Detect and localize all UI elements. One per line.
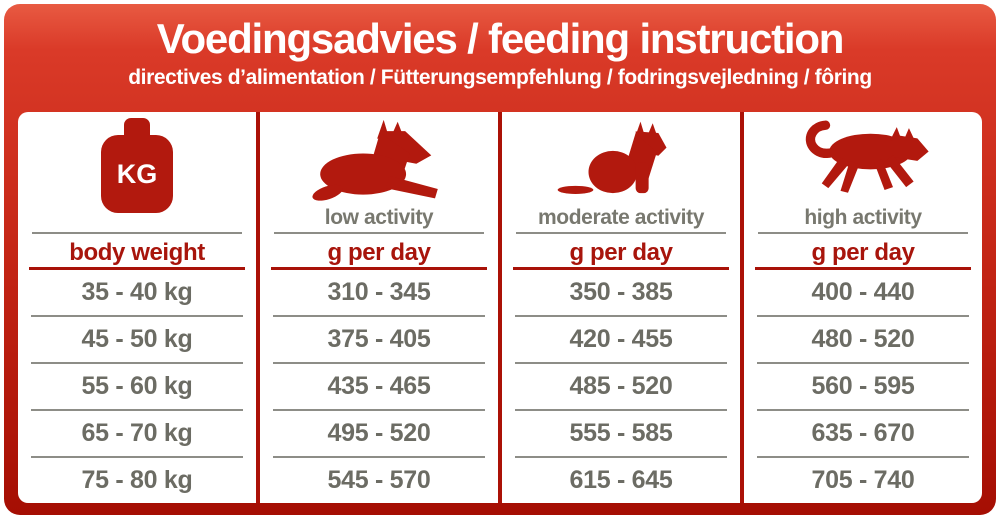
activity-label-low: low activity: [324, 206, 434, 229]
header-rule: [516, 232, 726, 234]
activity-label-moderate: moderate activity: [538, 206, 704, 229]
kg-weight-icon-body: KG: [101, 135, 173, 213]
column-divider: [256, 112, 260, 503]
header-rule: [758, 232, 968, 234]
amount-cell: 350 - 385: [569, 278, 673, 306]
amount-cell: 420 - 455: [515, 315, 727, 362]
icon-area-moderate-activity: [502, 112, 740, 204]
feeding-table: KG body weight 35 - 40 kg 45 - 50 kg 55 …: [18, 112, 982, 503]
unit-underline: [755, 267, 971, 270]
weight-cell: 45 - 50 kg: [31, 315, 243, 362]
icon-area-body-weight: KG: [18, 112, 256, 213]
amount-cell: 435 - 465: [273, 362, 485, 409]
column-divider: [740, 112, 744, 503]
kg-weight-icon: KG: [100, 118, 174, 214]
amount-cell: 485 - 520: [515, 362, 727, 409]
amount-cell: 555 - 585: [515, 409, 727, 456]
amount-cell: 705 - 740: [757, 456, 969, 503]
page-title: Voedingsadvies / feeding instruction: [156, 15, 845, 62]
column-divider: [498, 112, 502, 503]
amount-cell: 495 - 520: [273, 409, 485, 456]
unit-label-low: g per day: [327, 239, 431, 266]
unit-underline: [513, 267, 729, 270]
icon-area-high-activity: [744, 112, 982, 204]
unit-label-moderate: g per day: [569, 239, 673, 266]
jumping-dog-icon: [805, 120, 929, 193]
amount-cell: 545 - 570: [273, 456, 485, 503]
weight-cell: 35 - 40 kg: [81, 278, 193, 306]
high-activity-rows: 400 - 440 480 - 520 560 - 595 635 - 670 …: [744, 270, 982, 503]
amount-cell: 560 - 595: [757, 362, 969, 409]
activity-label-high: high activity: [804, 206, 922, 229]
column-body-weight: KG body weight 35 - 40 kg 45 - 50 kg 55 …: [18, 112, 256, 503]
moderate-activity-rows: 350 - 385 420 - 455 485 - 520 555 - 585 …: [502, 270, 740, 503]
unit-label-body-weight: body weight: [69, 239, 205, 266]
column-moderate-activity: moderate activity g per day 350 - 385 42…: [502, 112, 740, 503]
sitting-dog-icon: [557, 121, 667, 194]
icon-area-low-activity: [260, 112, 498, 204]
low-activity-rows: 310 - 345 375 - 405 435 - 465 495 - 520 …: [260, 270, 498, 503]
header-rule: [274, 232, 484, 234]
amount-cell: 310 - 345: [327, 278, 431, 306]
unit-label-high: g per day: [811, 239, 915, 266]
page-subtitle: directives d’alimentation / Fütterungsem…: [128, 66, 872, 89]
card-header: Voedingsadvies / feeding instruction dir…: [4, 4, 996, 110]
column-high-activity: high activity g per day 400 - 440 480 - …: [744, 112, 982, 503]
weight-rows: 35 - 40 kg 45 - 50 kg 55 - 60 kg 65 - 70…: [18, 270, 256, 503]
amount-cell: 400 - 440: [811, 278, 915, 306]
kg-icon-label: KG: [116, 158, 158, 189]
amount-cell: 480 - 520: [757, 315, 969, 362]
amount-cell: 375 - 405: [273, 315, 485, 362]
amount-cell: 615 - 645: [515, 456, 727, 503]
unit-underline: [29, 267, 245, 270]
weight-cell: 75 - 80 kg: [31, 456, 243, 503]
header-rule: [32, 232, 242, 234]
weight-cell: 55 - 60 kg: [31, 362, 243, 409]
weight-cell: 65 - 70 kg: [31, 409, 243, 456]
unit-underline: [271, 267, 487, 270]
amount-cell: 635 - 670: [757, 409, 969, 456]
column-low-activity: low activity g per day 310 - 345 375 - 4…: [260, 112, 498, 503]
lying-dog-icon: [312, 119, 438, 201]
feeding-instruction-card: Voedingsadvies / feeding instruction dir…: [4, 4, 996, 515]
